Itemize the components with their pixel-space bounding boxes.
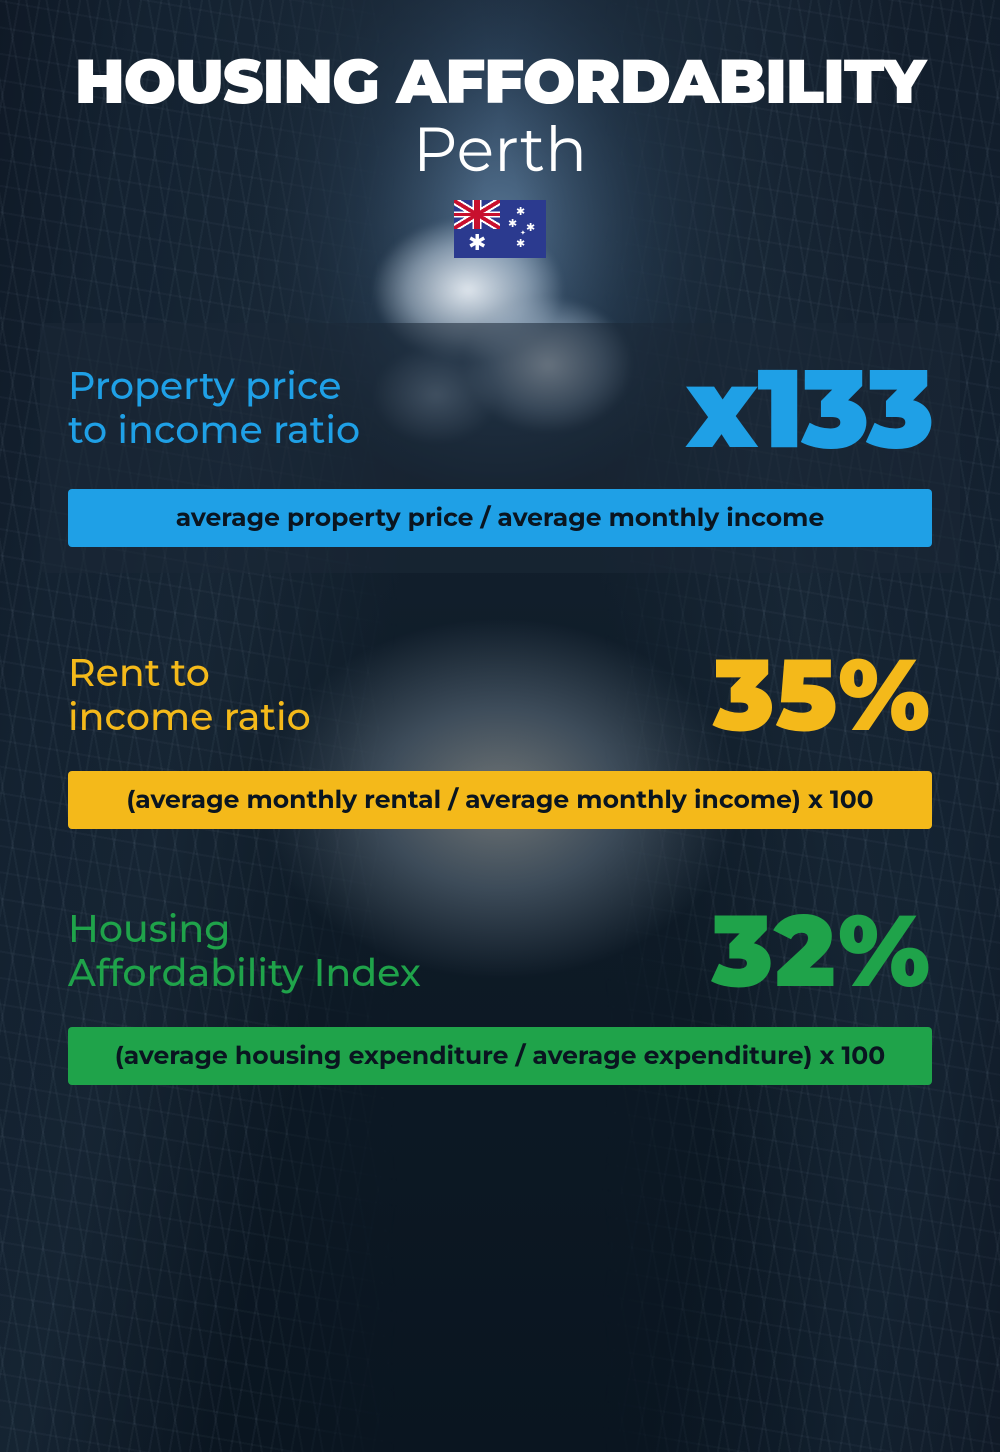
metric-value: x133 <box>686 353 932 463</box>
metric-label: HousingAffordability Index <box>68 907 421 994</box>
content-container: HOUSING AFFORDABILITY Perth ✱ ✱ ✱ ✱ ✱ ✦ … <box>0 0 1000 1452</box>
flag-wrap: ✱ ✱ ✱ ✱ ✱ ✦ <box>40 200 960 263</box>
metric-section-rent: Rent toincome ratio 35% (average monthly… <box>40 645 960 829</box>
metric-row: HousingAffordability Index 32% <box>68 901 932 1001</box>
metric-formula: (average monthly rental / average monthl… <box>68 771 932 829</box>
metric-value: 32% <box>712 901 932 1001</box>
metric-panel-property-price: Property priceto income ratio x133 avera… <box>40 323 960 573</box>
metric-value: 35% <box>713 645 932 745</box>
metric-label: Property priceto income ratio <box>68 364 360 451</box>
metric-row: Rent toincome ratio 35% <box>68 645 932 745</box>
metric-section-hai: HousingAffordability Index 32% (average … <box>40 901 960 1085</box>
metric-row: Property priceto income ratio x133 <box>68 353 932 463</box>
metric-formula: average property price / average monthly… <box>68 489 932 547</box>
australia-flag-icon: ✱ ✱ ✱ ✱ ✱ ✦ <box>454 200 546 258</box>
title-main: HOUSING AFFORDABILITY <box>40 50 960 112</box>
metric-formula: (average housing expenditure / average e… <box>68 1027 932 1085</box>
metric-label: Rent toincome ratio <box>68 651 311 738</box>
title-sub: Perth <box>40 118 960 180</box>
